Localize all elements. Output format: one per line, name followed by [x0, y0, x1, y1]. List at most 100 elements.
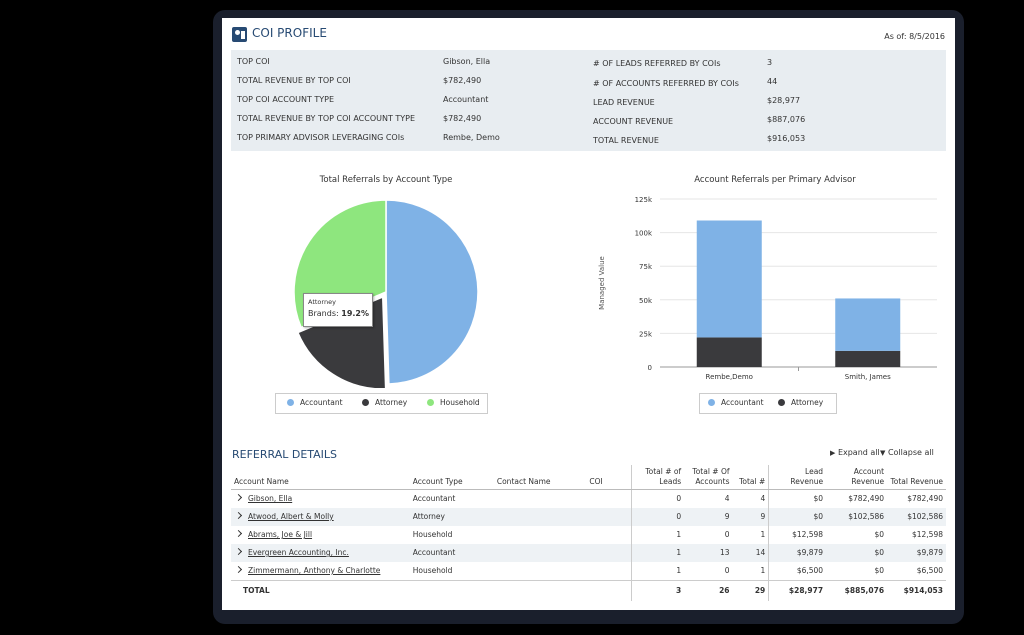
total-revenue-cell: $6,500	[916, 566, 943, 575]
col-account-name[interactable]: Account Name	[231, 465, 410, 490]
chevron-right-icon[interactable]	[234, 547, 243, 556]
table-row[interactable]: Abrams, Joe & Jill Household 1 0 1 $12,5…	[231, 526, 946, 544]
account-link[interactable]: Zimmermann, Anthony & Charlotte	[248, 566, 381, 575]
col-total-count[interactable]: Total #	[732, 465, 770, 490]
collapse-all-button[interactable]: ▼ Collapse all	[880, 448, 934, 457]
bar-accountant-0[interactable]	[696, 220, 762, 338]
bar-chart-title: Account Referrals per Primary Advisor	[694, 175, 856, 185]
tooltip-value: 19.2%	[341, 309, 370, 318]
account-link[interactable]: Evergreen Accounting, Inc.	[248, 548, 349, 557]
pie-chart	[293, 199, 479, 388]
account-link[interactable]: Abrams, Joe & Jill	[248, 530, 313, 539]
table-row[interactable]: Gibson, Ella Accountant 0 4 4 $0 $782,49…	[231, 489, 946, 508]
legend-item-accountant[interactable]: Accountant	[708, 398, 764, 407]
total-revenue: $914,053	[887, 580, 946, 601]
accounts-cell: 0	[724, 566, 730, 575]
legend-swatch	[778, 399, 785, 406]
chevron-right-icon[interactable]	[234, 529, 243, 538]
account-revenue-cell: $782,490	[848, 494, 885, 503]
legend-swatch	[708, 399, 715, 406]
table-row[interactable]: Evergreen Accounting, Inc. Accountant 1 …	[231, 544, 946, 562]
col-account-type[interactable]: Account Type	[409, 465, 494, 490]
as-of-date: As of: 8/5/2016	[884, 32, 945, 41]
account-revenue-cell: $0	[874, 530, 885, 539]
col-account-revenue[interactable]: Account Revenue	[826, 465, 888, 490]
table-row[interactable]: Zimmermann, Anthony & Charlotte Househol…	[231, 562, 946, 581]
coi-cell	[586, 508, 632, 526]
y-tick-label: 100k	[635, 230, 653, 238]
contact-name-cell	[493, 508, 587, 526]
account-link[interactable]: Gibson, Ella	[248, 494, 293, 503]
total-count-cell: 1	[732, 562, 770, 581]
y-axis-label: Managed Value	[598, 256, 606, 310]
page-title: COI PROFILE	[252, 26, 327, 40]
chevron-right-icon[interactable]	[234, 511, 243, 520]
coi-cell	[586, 544, 632, 562]
chevron-right-icon[interactable]	[234, 493, 243, 502]
account-type-cell: Attorney	[409, 508, 494, 526]
col-lead-revenue[interactable]: Lead Revenue	[768, 465, 827, 490]
lead-revenue-cell: $0	[813, 494, 824, 503]
coi-profile-card: COI PROFILE As of: 8/5/2016 TOP COI Gibs…	[222, 18, 955, 610]
summary-value: $782,490	[443, 114, 482, 123]
coi-cell	[586, 489, 632, 508]
accounts-cell: 0	[724, 530, 730, 539]
expand-all-button[interactable]: ▶ Expand all	[830, 448, 880, 457]
summary-value: Accountant	[443, 95, 489, 104]
total-count-cell: 14	[732, 544, 770, 562]
legend-swatch	[362, 399, 369, 406]
pie-slice-accountant[interactable]	[385, 199, 479, 385]
col-total-revenue[interactable]: Total Revenue	[887, 465, 946, 490]
summary-value: Gibson, Ella	[443, 57, 491, 66]
summary-panel: TOP COI Gibson, Ella TOTAL REVENUE BY TO…	[231, 50, 946, 151]
bar-legend: Accountant Attorney	[699, 393, 837, 414]
referral-details-table: Account Name Account Type Contact Name C…	[231, 465, 946, 601]
legend-item-attorney[interactable]: Attorney	[778, 398, 823, 407]
total-lead-revenue: $28,977	[768, 580, 827, 601]
legend-item-household[interactable]: Household	[427, 398, 480, 407]
legend-item-accountant[interactable]: Accountant	[287, 398, 343, 407]
summary-label: TOP COI	[237, 57, 270, 66]
triangle-down-icon: ▼	[880, 449, 886, 457]
col-contact-name[interactable]: Contact Name	[493, 465, 587, 490]
pie-tooltip: Attorney Brands: 19.2%	[303, 293, 373, 327]
summary-value: 44	[767, 77, 778, 86]
summary-value: $916,053	[767, 134, 806, 143]
summary-label: TOTAL REVENUE	[593, 136, 659, 145]
account-link[interactable]: Atwood, Albert & Molly	[248, 512, 334, 521]
referral-details-title: REFERRAL DETAILS	[232, 448, 338, 461]
account-revenue-cell: $0	[874, 566, 885, 575]
total-revenue-cell: $12,598	[911, 530, 943, 539]
account-type-cell: Accountant	[409, 544, 494, 562]
coi-cell	[586, 562, 632, 581]
leads-cell: 1	[676, 530, 682, 539]
col-coi[interactable]: COI	[586, 465, 632, 490]
bar-attorney-0[interactable]	[696, 337, 762, 367]
col-total-leads[interactable]: Total # of Leads	[631, 465, 685, 490]
summary-label: TOTAL REVENUE BY TOP COI	[237, 76, 351, 85]
contact-name-cell	[494, 562, 587, 581]
total-count-cell: 9	[732, 508, 770, 526]
bar-accountant-1[interactable]	[835, 298, 901, 351]
legend-swatch	[427, 399, 434, 406]
col-total-accounts[interactable]: Total # Of Accounts	[684, 465, 733, 490]
accounts-cell: 4	[724, 494, 730, 503]
summary-value: $887,076	[767, 115, 806, 124]
x-tick-label: Smith, James	[845, 373, 891, 381]
accounts-cell: 9	[684, 508, 733, 526]
summary-value: 3	[767, 58, 773, 67]
account-type-cell: Accountant	[412, 494, 456, 503]
legend-item-attorney[interactable]: Attorney	[362, 398, 407, 407]
summary-label: # OF LEADS REFERRED BY COIs	[593, 59, 721, 68]
coi-cell	[586, 526, 632, 544]
leads-cell: 0	[676, 494, 682, 503]
tooltip-label: Brands:	[308, 309, 339, 318]
contact-name-cell	[494, 526, 587, 544]
y-tick-label: 125k	[635, 196, 653, 204]
x-tick-label: Rembe,Demo	[706, 373, 753, 381]
summary-label: TOP PRIMARY ADVISOR LEVERAGING COIs	[237, 133, 405, 142]
chevron-right-icon[interactable]	[234, 565, 243, 574]
total-count-cell: 1	[732, 526, 770, 544]
bar-attorney-1[interactable]	[835, 350, 901, 367]
table-row[interactable]: Atwood, Albert & Molly Attorney 0 9 9 $0…	[231, 508, 946, 526]
